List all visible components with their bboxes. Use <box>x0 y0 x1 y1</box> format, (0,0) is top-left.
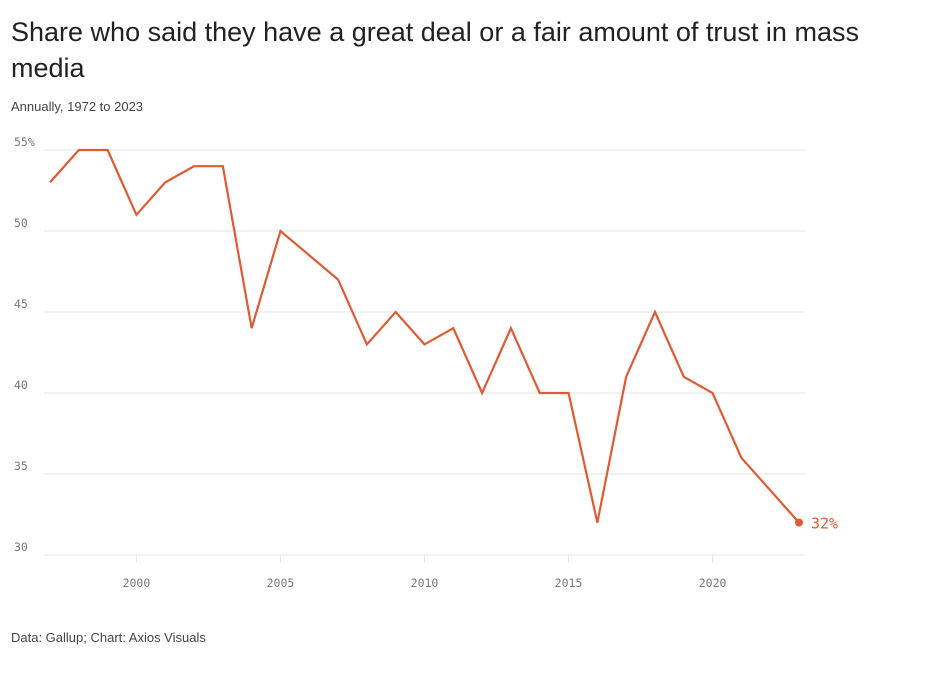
series-line-0 <box>49 148 800 524</box>
end-value-label: 32% <box>811 515 838 533</box>
x-tick-label-2015: 2015 <box>555 576 583 590</box>
y-tick-label-50: 50 <box>14 216 28 230</box>
source-note: Data: Gallup; Chart: Axios Visuals <box>11 630 206 645</box>
end-point-marker <box>795 518 803 527</box>
y-tick-label-30: 30 <box>14 540 28 554</box>
y-tick-label-40: 40 <box>14 378 28 392</box>
chart-subtitle: Annually, 1972 to 2023 <box>11 99 144 114</box>
x-tick-label-2000: 2000 <box>123 576 151 590</box>
y-tick-label-55: 55% <box>14 135 35 149</box>
x-tick-label-2005: 2005 <box>267 576 295 590</box>
chart-title: Share who said they have a great deal or… <box>11 17 859 83</box>
x-tick-label-2010: 2010 <box>411 576 439 590</box>
x-tick-label-2020: 2020 <box>699 576 727 590</box>
y-tick-label-45: 45 <box>14 297 28 311</box>
y-tick-label-35: 35 <box>14 459 28 473</box>
